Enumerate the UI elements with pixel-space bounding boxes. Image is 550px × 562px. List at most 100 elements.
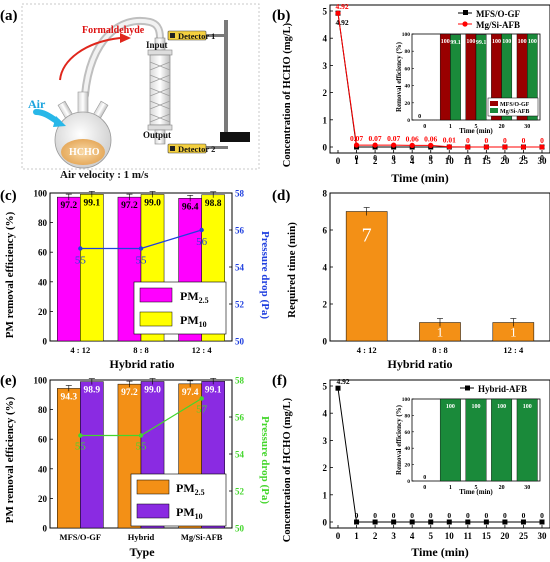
- bar-label: 97.2: [121, 388, 138, 398]
- x-tick-label: 25: [519, 156, 529, 166]
- legend-mfs-ogf: MFS/O-GF: [476, 9, 520, 19]
- x-tick-label: 4: [410, 531, 415, 541]
- bar-label: 99.0: [144, 198, 161, 208]
- panel-c-ylabel: PM removal efficiency (%): [4, 211, 16, 338]
- panel-f-inset-axes: 0 20 40 60 80 100 0 1 5 20 30: [402, 397, 530, 491]
- pressure-point: [138, 433, 144, 438]
- bar-label: 96.4: [182, 202, 199, 212]
- data-point: [335, 385, 341, 391]
- inset-y-tick-label: 40: [405, 446, 411, 452]
- panel-d-axes: 0 2 4 6 8 4 : 12 8 : 8 12 : 4: [323, 189, 524, 356]
- y-tick-label: 0: [43, 524, 48, 534]
- data-label: 0: [466, 511, 470, 520]
- data-label: 0: [355, 153, 359, 162]
- y-tick-label: 100: [34, 189, 48, 199]
- data-label: 0: [429, 511, 433, 520]
- panel-a: (a) Formaldehyde Input Output: [0, 3, 260, 181]
- inset-bar-label: 99.1: [476, 40, 487, 46]
- y-tick-label: 5: [323, 382, 328, 392]
- inset-bar-label: 100: [523, 404, 532, 410]
- y-tick-label: 40: [38, 464, 48, 474]
- y2-tick-label: 56: [235, 226, 245, 236]
- panel-d: (d) Required time (min) Hybrid ratio 0 2 4…: [272, 188, 550, 371]
- series-line-0: [337, 388, 542, 523]
- panel-b-inset-ylabel: Removal efficiency (%): [395, 41, 403, 112]
- x-tick-label: 0: [336, 156, 341, 166]
- data-label: 0: [392, 153, 396, 162]
- legend-hybrid-afb: Hybrid-AFB: [478, 384, 527, 394]
- data-point: [409, 519, 415, 525]
- x-tick-label: 5: [428, 156, 433, 166]
- data-point: [353, 142, 360, 148]
- legend-pm10: PM10: [180, 313, 207, 329]
- data-point: [335, 10, 341, 16]
- data-point: [409, 142, 415, 148]
- data-label: 0: [503, 153, 507, 162]
- data-label: 0.07: [369, 134, 382, 143]
- x-tick-label: 30: [538, 531, 548, 541]
- data-label: 4.92: [335, 2, 348, 11]
- pressure-label: 56: [196, 236, 208, 248]
- pressure-label: 57: [196, 404, 208, 416]
- inset-y-tick-label: 0: [407, 479, 410, 485]
- inset-bar: [475, 34, 487, 121]
- inset-x-tick-label: 20: [499, 485, 505, 491]
- panel-f-inset-ylabel: Removal efficiency (%): [395, 404, 403, 475]
- x-tick-label: Mg/Si-AFB: [181, 532, 223, 542]
- data-label: 0: [447, 153, 451, 162]
- inset-bar: [465, 33, 477, 121]
- bar-label: 1: [510, 325, 517, 340]
- flow-arrowhead: [120, 33, 131, 43]
- bar-label: 7: [362, 225, 372, 247]
- panel-b-xlabel: Time (min): [391, 171, 448, 185]
- inset-legend-mfs: MFS/O-GF: [500, 102, 530, 108]
- data-point: [502, 144, 508, 150]
- y2-tick-label: 52: [235, 487, 245, 497]
- panel-f-ylabel: Concentration of HCHO (mg/L): [282, 397, 293, 542]
- inset-y-tick-label: 80: [405, 49, 411, 55]
- y-tick-label: 100: [34, 376, 48, 386]
- inset-bar-label: 100: [528, 39, 537, 45]
- panel-d-xlabel: Hybrid ratio: [388, 357, 453, 371]
- y-tick-label: 5: [323, 7, 328, 17]
- data-label: 0: [522, 511, 526, 520]
- data-label: 0: [429, 153, 433, 162]
- x-tick-label: 2: [373, 531, 378, 541]
- input-label: Input: [146, 40, 168, 50]
- y2-tick-label: 54: [235, 450, 245, 460]
- inset-bar: [439, 33, 451, 121]
- data-label: 0.07: [350, 134, 363, 143]
- x-tick-label: 1: [354, 156, 359, 166]
- pressure-point: [78, 433, 83, 438]
- data-point: [520, 144, 527, 150]
- data-label: 0: [392, 511, 396, 520]
- panel-e: (e) PM removal efficiency (%) Pressure d…: [0, 373, 271, 559]
- detector-1: Detector 1: [167, 30, 215, 41]
- velocity-label: Air velocity : 1 m/s: [60, 169, 149, 181]
- data-point: [483, 144, 489, 150]
- data-label: 0.06: [424, 134, 437, 143]
- y-tick-label: 6: [323, 226, 328, 236]
- y-tick-label: 2: [323, 300, 328, 310]
- panel-c-legend: PM2.5 PM10: [133, 281, 227, 335]
- panel-a-label: (a): [0, 8, 18, 24]
- bar-label: 97.2: [121, 201, 138, 211]
- inset-x-tick-label: 1: [449, 485, 452, 491]
- data-point: [483, 519, 489, 525]
- data-point: [391, 519, 397, 525]
- x-tick-label: 12 : 4: [192, 345, 213, 355]
- bar-label: 98.8: [205, 199, 222, 209]
- data-label: 0: [540, 153, 544, 162]
- inset-y-tick-label: 100: [402, 32, 411, 38]
- pressure-point: [199, 227, 204, 233]
- data-label: 0: [484, 136, 488, 145]
- inset-x-tick-label: 30: [524, 124, 530, 130]
- inset-y-tick-label: 0: [407, 118, 410, 124]
- panel-e-ylabel: PM removal efficiency (%): [4, 396, 16, 523]
- y2-tick-label: 50: [235, 524, 245, 534]
- y-tick-label: 2: [323, 463, 328, 473]
- legend-e-pm25: PM2.5: [176, 481, 205, 497]
- y-tick-label: 3: [323, 436, 328, 446]
